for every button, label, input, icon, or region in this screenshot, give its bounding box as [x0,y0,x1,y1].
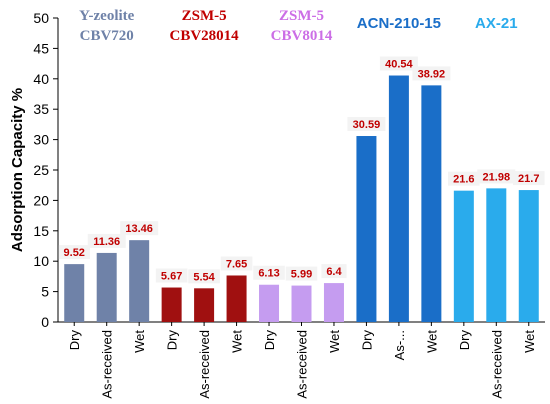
y-tick-label: 10 [33,253,49,269]
bars [64,75,539,323]
data-label: 38.92 [418,68,446,80]
y-tick-label: 50 [33,10,49,26]
data-label: 5.54 [193,271,215,283]
data-label: 40.54 [385,59,413,71]
x-tick-label: Dry [262,330,277,351]
data-label: 6.4 [326,266,342,278]
group-labels: Y-zeolite CBV720 ZSM-5 CBV28014 ZSM-5 CBV8014… [79,8,517,44]
data-label-background [412,66,451,81]
bar [453,190,474,322]
group-label-line2: CBV8014 [271,28,333,44]
data-label-background [120,221,159,236]
y-tick-label: 25 [33,162,49,178]
bar [291,285,312,322]
x-tick-label: Wet [424,330,439,353]
data-label: 30.59 [353,119,381,131]
y-tick-label: 5 [41,284,49,300]
data-label-background [253,265,285,280]
bar [161,287,182,322]
data-label: 21.6 [453,174,474,186]
bar [323,283,344,322]
bar [96,252,117,322]
data-label-background [321,264,347,279]
data-label: 13.46 [125,223,153,235]
data-label: 5.99 [291,269,312,281]
x-tick-label: Dry [165,330,180,351]
group-label-line1: ACN-210-15 [357,15,441,32]
group-label-line1: Y-zeolite [79,8,135,24]
group-label-line1: ZSM-5 [182,8,227,24]
group-label-line2: CBV720 [80,28,134,44]
y-tick-label: 0 [41,314,49,330]
x-tick-label: As-... [392,330,407,360]
data-label-background [347,117,386,132]
bar [518,190,539,322]
bar [194,288,215,322]
x-tick-label: As-received [295,330,310,399]
data-label-background [379,56,418,71]
x-tick-label: Dry [359,330,374,351]
x-tick-label: As-received [489,330,504,399]
bar [421,85,442,323]
y-tick-label: 15 [33,223,49,239]
y-tick-label: 35 [33,101,49,117]
bar [226,275,247,322]
data-label-background [58,245,91,260]
x-tick-label: Wet [327,330,342,353]
bar [259,284,280,322]
data-label-background [477,169,516,184]
y-tick-label: 40 [33,71,49,87]
y-tick-label: 30 [33,132,49,148]
bar [129,240,150,322]
group-label-line1: AX-21 [475,15,518,32]
data-label: 11.36 [93,236,120,248]
x-tick-label: Dry [67,330,82,351]
data-label-background [448,171,480,186]
data-label-background [220,256,253,271]
y-axis: 0 5 10 15 20 25 30 35 40 45 50 [33,10,59,330]
group-label-line2: CBV28014 [170,28,240,44]
x-tick-label: Wet [132,330,147,353]
x-tick-label: Wet [230,330,245,353]
data-label: 7.65 [226,258,247,270]
data-label-background [155,268,188,283]
x-tick-label: Wet [522,330,537,353]
data-label-background [285,266,318,281]
data-label-background [188,269,220,284]
y-tick-label: 20 [33,192,49,208]
y-axis-label: Adsorption Capacity % [9,88,26,252]
data-label: 9.52 [64,247,85,259]
bar [388,75,409,322]
data-label-background [512,171,545,186]
bar [486,188,507,322]
bar [64,264,85,322]
data-label: 21.98 [483,171,511,183]
x-tick-label: As-received [100,330,115,399]
y-tick-label: 45 [33,40,49,56]
group-label-line1: ZSM-5 [279,8,324,24]
bar [356,136,377,322]
data-label: 5.67 [161,271,182,283]
data-label-background [87,233,126,248]
x-axis: Dry As-received Wet Dry As-received Wet Dry As-… [58,321,545,399]
data-labels: 9.52 11.36 13.46 5.67 5.54 7.65 6.13 5.99 6.4 30.… [58,56,545,284]
data-label: 21.7 [518,173,539,185]
x-tick-label: Dry [457,330,472,351]
data-label: 6.13 [258,268,279,280]
x-tick-label: As-received [197,330,212,399]
